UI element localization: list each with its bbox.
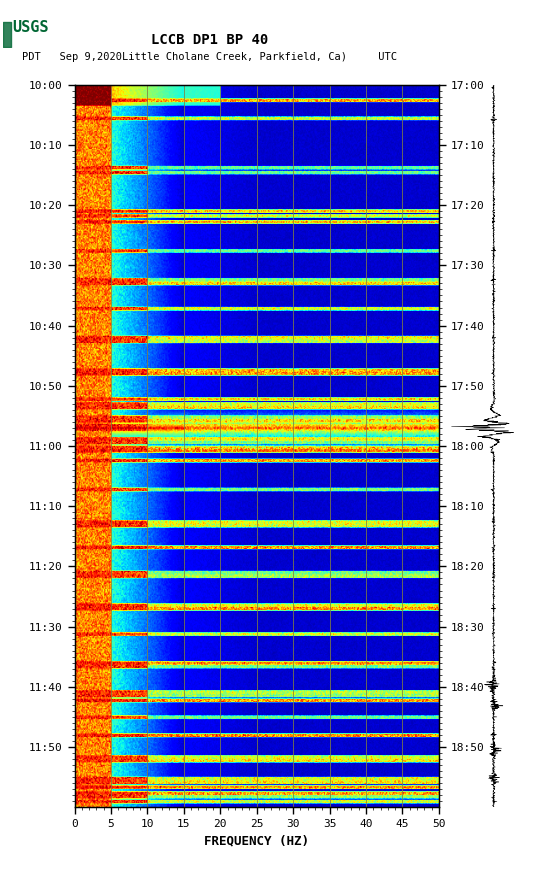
- Text: LCCB DP1 BP 40: LCCB DP1 BP 40: [151, 33, 268, 47]
- Text: USGS: USGS: [13, 20, 49, 35]
- X-axis label: FREQUENCY (HZ): FREQUENCY (HZ): [204, 835, 309, 847]
- Text: PDT   Sep 9,2020Little Cholane Creek, Parkfield, Ca)     UTC: PDT Sep 9,2020Little Cholane Creek, Park…: [22, 52, 397, 62]
